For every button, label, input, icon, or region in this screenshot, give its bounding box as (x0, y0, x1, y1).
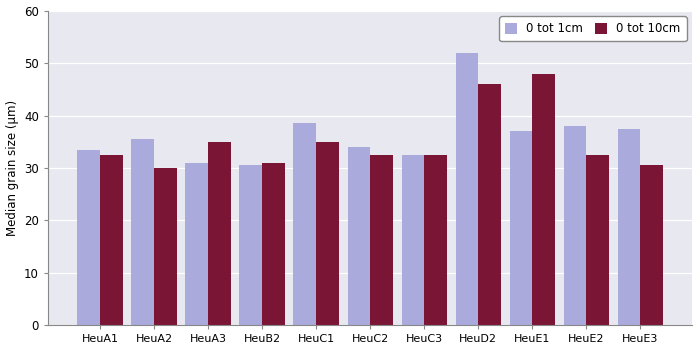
Bar (370, 155, 393, 326)
Bar (586, 155, 609, 326)
Bar (100, 155, 123, 326)
Bar (478, 84, 501, 326)
Legend: 0 tot 1cm, 0 tot 10cm: 0 tot 1cm, 0 tot 10cm (499, 16, 687, 41)
Y-axis label: Median grain size (µm): Median grain size (µm) (6, 100, 19, 236)
Bar (208, 142, 231, 326)
Bar (293, 124, 316, 326)
Bar (564, 126, 586, 326)
Bar (401, 155, 424, 326)
Bar (186, 163, 208, 326)
Bar (424, 155, 447, 326)
Bar (77, 149, 100, 326)
Bar (641, 165, 663, 326)
Bar (239, 165, 262, 326)
Bar (131, 139, 154, 326)
Bar (618, 129, 641, 326)
Bar (154, 168, 177, 326)
Bar (262, 163, 285, 326)
Bar (348, 147, 370, 326)
Bar (510, 131, 533, 326)
Bar (533, 74, 555, 326)
Bar (316, 142, 339, 326)
Bar (456, 52, 478, 326)
